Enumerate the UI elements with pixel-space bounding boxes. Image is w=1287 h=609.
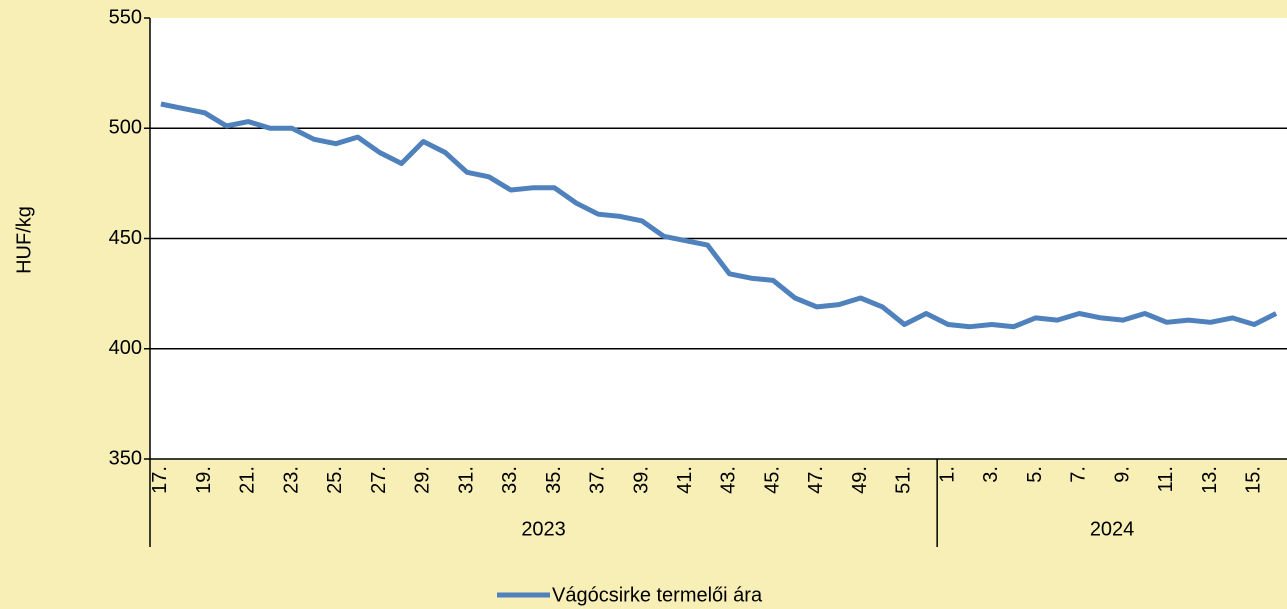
x-tick-label: 13. xyxy=(1199,466,1221,494)
x-tick-label: 23. xyxy=(280,466,302,494)
x-tick-label: 1. xyxy=(936,466,958,483)
x-tick-label: 33. xyxy=(499,466,521,494)
x-tick-label: 35. xyxy=(543,466,565,494)
x-tick-label: 5. xyxy=(1024,466,1046,483)
x-tick-label: 47. xyxy=(805,466,827,494)
x-tick-label: 29. xyxy=(412,466,434,494)
x-tick-label: 11. xyxy=(1155,466,1177,492)
x-tick-label: 17. xyxy=(149,466,171,494)
x-tick-label: 9. xyxy=(1111,466,1133,483)
x-tick-label: 31. xyxy=(455,466,477,494)
x-tick-label: 19. xyxy=(193,466,215,494)
y-tick-label: 400 xyxy=(109,337,142,359)
x-tick-label: 7. xyxy=(1068,466,1090,483)
x-tick-label: 27. xyxy=(368,466,390,494)
group-label: 2024 xyxy=(1090,518,1135,540)
y-tick-label: 550 xyxy=(109,6,142,28)
y-tick-label: 500 xyxy=(109,117,142,139)
line-series xyxy=(160,101,1278,330)
group-label: 2023 xyxy=(521,518,566,540)
x-tick-label: 41. xyxy=(674,466,696,494)
x-tick-label: 21. xyxy=(237,466,259,494)
x-tick-label: 49. xyxy=(849,466,871,494)
x-tick-label: 3. xyxy=(980,466,1002,483)
x-tick-label: 39. xyxy=(630,466,652,494)
legend-label: Vágócsirke termelői ára xyxy=(552,584,763,606)
y-tick-label: 350 xyxy=(109,447,142,469)
x-tick-label: 51. xyxy=(893,466,915,494)
x-tick-label: 43. xyxy=(718,466,740,494)
x-tick-label: 25. xyxy=(324,466,346,494)
y-axis-label: HUF/kg xyxy=(13,206,35,274)
x-tick-label: 37. xyxy=(587,466,609,494)
x-tick-label: 15. xyxy=(1242,466,1264,494)
y-tick-label: 450 xyxy=(109,227,142,249)
x-tick-label: 45. xyxy=(761,466,783,494)
